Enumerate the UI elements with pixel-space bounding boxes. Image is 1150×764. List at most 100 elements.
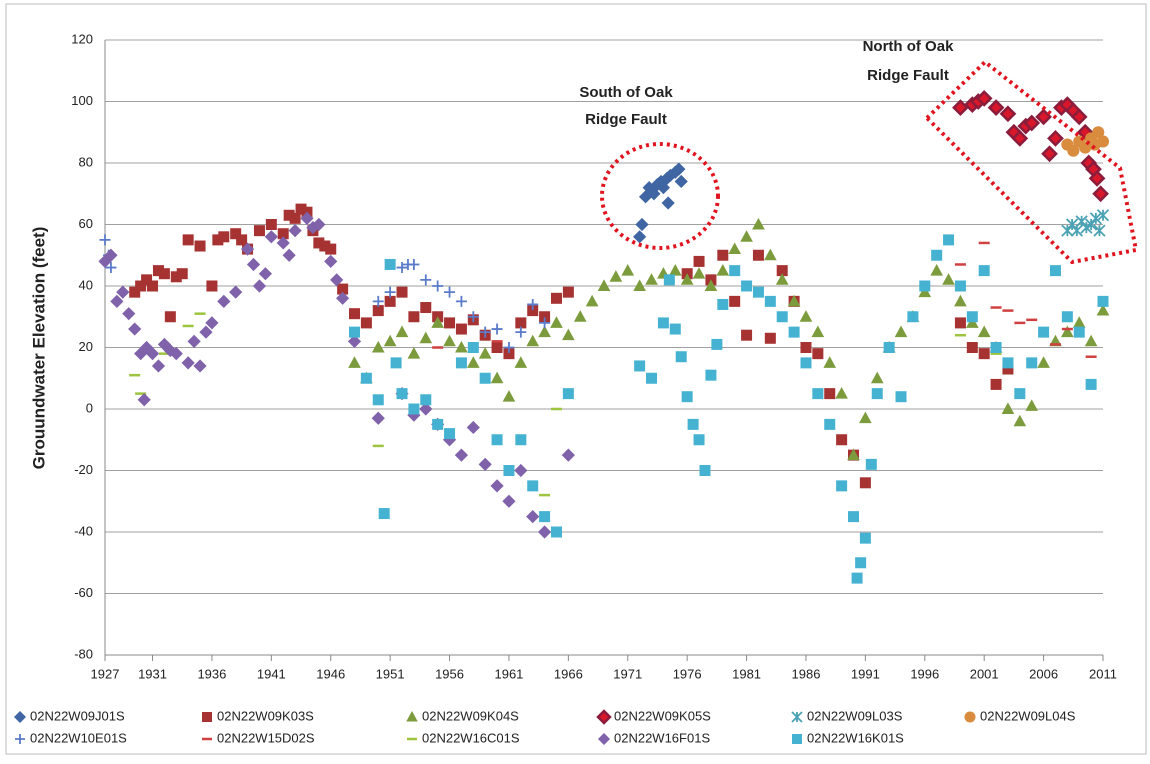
point xyxy=(502,390,516,402)
y-tick-label: 40 xyxy=(79,277,93,292)
point xyxy=(1061,325,1074,338)
point xyxy=(289,212,301,224)
point xyxy=(336,291,350,305)
point xyxy=(360,372,372,384)
y-tick-label: 60 xyxy=(79,216,93,231)
point xyxy=(420,302,432,314)
point xyxy=(1096,209,1110,222)
point xyxy=(717,298,729,310)
point xyxy=(378,508,390,520)
point xyxy=(282,248,296,262)
point xyxy=(151,359,166,373)
point xyxy=(432,280,444,292)
legend-marker xyxy=(14,711,26,723)
point xyxy=(384,286,396,298)
legend-item: 02N22W09K03S xyxy=(202,708,314,723)
point xyxy=(729,295,741,307)
point xyxy=(141,274,153,286)
point xyxy=(467,342,479,353)
point xyxy=(562,286,574,298)
x-tick-label: 1927 xyxy=(91,666,120,681)
legend-item: 02N22W16C01S xyxy=(407,730,520,745)
point xyxy=(205,316,219,330)
point xyxy=(717,249,729,261)
point xyxy=(1001,402,1015,414)
point xyxy=(527,298,539,310)
point xyxy=(1035,108,1052,126)
point xyxy=(966,342,978,353)
x-tick-label: 1961 xyxy=(494,666,523,681)
point xyxy=(788,326,800,338)
point xyxy=(672,162,686,176)
point xyxy=(526,334,540,347)
legend-item: 02N22W16K01S xyxy=(792,730,904,745)
x-tick-label: 1971 xyxy=(613,666,642,681)
point xyxy=(943,234,955,246)
annotation: Ridge Fault xyxy=(585,111,667,128)
point xyxy=(812,348,824,360)
point xyxy=(491,342,503,353)
x-tick-label: 1981 xyxy=(732,666,761,681)
point xyxy=(895,391,907,403)
point xyxy=(431,316,444,328)
point xyxy=(253,225,265,237)
legend-item: 02N22W09L04S xyxy=(964,708,1076,723)
point xyxy=(490,371,504,384)
point xyxy=(145,347,160,361)
point xyxy=(705,369,717,381)
point xyxy=(699,465,711,476)
legend-marker xyxy=(964,711,976,723)
point xyxy=(152,265,164,277)
x-tick-label: 2001 xyxy=(970,666,999,681)
point xyxy=(503,348,515,360)
point xyxy=(1065,218,1079,231)
point xyxy=(467,311,479,323)
point xyxy=(1072,316,1086,328)
point xyxy=(466,356,480,368)
point xyxy=(859,532,871,544)
x-tick-label: 1986 xyxy=(792,666,821,681)
point xyxy=(134,347,148,361)
point xyxy=(680,273,694,285)
point xyxy=(395,325,409,338)
legend-item: 02N22W09L03S xyxy=(791,708,903,723)
x-tick-label: 1946 xyxy=(316,666,345,681)
point xyxy=(110,294,124,308)
point xyxy=(479,326,491,338)
point xyxy=(1093,224,1106,237)
point xyxy=(1075,215,1088,228)
point xyxy=(870,371,884,384)
point xyxy=(137,393,151,407)
point xyxy=(325,243,337,255)
point xyxy=(811,325,825,338)
point xyxy=(776,311,788,323)
point xyxy=(562,388,574,400)
point xyxy=(883,342,895,353)
point xyxy=(444,317,456,329)
point xyxy=(157,337,172,352)
point xyxy=(419,402,433,416)
point xyxy=(360,317,372,329)
point xyxy=(1085,378,1097,390)
point xyxy=(1088,170,1106,187)
point xyxy=(182,234,194,246)
annotation: South of Oak xyxy=(579,84,673,101)
point xyxy=(147,280,159,292)
point xyxy=(621,264,635,276)
point xyxy=(894,325,908,338)
legend-label: 02N22W10E01S xyxy=(30,730,127,745)
point xyxy=(859,477,871,489)
point xyxy=(514,463,528,478)
point xyxy=(206,280,218,292)
y-tick-label: -80 xyxy=(74,646,93,661)
x-tick-label: 2006 xyxy=(1029,666,1058,681)
point xyxy=(169,347,183,361)
point xyxy=(407,408,421,422)
point xyxy=(668,264,682,276)
point xyxy=(597,279,611,291)
point xyxy=(573,310,587,322)
point xyxy=(1084,218,1098,231)
point xyxy=(264,230,278,244)
point xyxy=(1014,388,1026,400)
x-tick-label: 1941 xyxy=(257,666,286,681)
